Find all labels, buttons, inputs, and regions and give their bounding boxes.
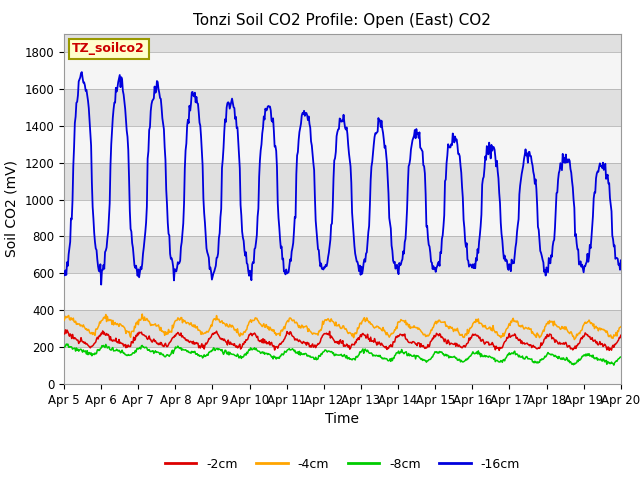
Bar: [64, 273, 621, 310]
Text: TZ_soilco2: TZ_soilco2: [72, 42, 145, 55]
Bar: [64, 163, 621, 200]
Bar: [64, 237, 621, 273]
Bar: [64, 200, 621, 237]
X-axis label: Time: Time: [325, 412, 360, 426]
Bar: [64, 347, 621, 384]
Bar: [64, 89, 621, 126]
Legend: -2cm, -4cm, -8cm, -16cm: -2cm, -4cm, -8cm, -16cm: [160, 453, 525, 476]
Y-axis label: Soil CO2 (mV): Soil CO2 (mV): [5, 160, 19, 257]
Bar: [64, 126, 621, 163]
Bar: [64, 15, 621, 52]
Bar: [64, 52, 621, 89]
Title: Tonzi Soil CO2 Profile: Open (East) CO2: Tonzi Soil CO2 Profile: Open (East) CO2: [193, 13, 492, 28]
Bar: [64, 310, 621, 347]
